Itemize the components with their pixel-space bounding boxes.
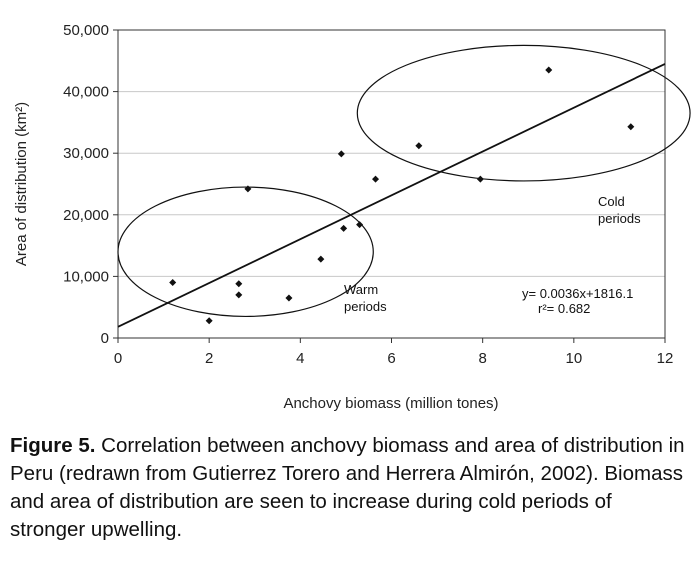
y-tick-label: 20,000: [63, 207, 109, 224]
scatter-chart: 0 10,000 20,000 30,000 40,000 50,000 0 2 4 6 8 10 1…: [13, 22, 691, 412]
figure-caption-text: Correlation between anchovy biomass and …: [10, 434, 685, 541]
data-point: [372, 175, 380, 183]
data-point: [545, 66, 553, 74]
figure-caption-label: Figure 5.: [10, 434, 96, 457]
group-ellipse: [117, 186, 374, 318]
data-point: [415, 142, 423, 150]
warm-label-line2: periods: [344, 299, 387, 314]
y-tick-label: 0: [101, 330, 109, 347]
y-tick-label: 40,000: [63, 84, 109, 101]
cold-label-line2: periods: [598, 211, 641, 226]
grid-lines: [118, 91, 665, 277]
data-point: [235, 280, 243, 288]
data-point: [627, 123, 635, 131]
cold-label-line1: Cold: [598, 194, 625, 209]
data-point: [337, 150, 345, 158]
data-point: [235, 291, 243, 299]
data-point: [169, 279, 177, 287]
warm-label-line1: Warm: [344, 282, 378, 297]
data-point: [244, 185, 252, 193]
group-ellipse: [356, 44, 691, 182]
data-points: [169, 66, 635, 325]
figure-caption: Figure 5. Correlation between anchovy bi…: [10, 432, 690, 544]
regression-equation: y= 0.0036x+1816.1: [522, 286, 633, 301]
x-axis-title: Anchovy biomass (million tones): [283, 395, 498, 412]
x-tick-label: 4: [296, 350, 304, 367]
x-tick-label: 0: [114, 350, 122, 367]
data-point: [317, 255, 325, 263]
x-tick-label: 8: [478, 350, 486, 367]
x-tick-label: 6: [387, 350, 395, 367]
x-tick-label: 10: [565, 350, 582, 367]
group-ellipses: [117, 44, 691, 318]
data-point: [340, 224, 348, 232]
x-tick-label: 2: [205, 350, 213, 367]
data-point: [285, 294, 293, 302]
trend-line: [117, 63, 666, 328]
y-axis-title: Area of distribution (km²): [13, 102, 30, 266]
r-squared-label: r²= 0.682: [538, 301, 590, 316]
y-tick-label: 50,000: [63, 22, 109, 39]
x-ticks: 0 2 4 6 8 10 12: [114, 338, 674, 367]
y-tick-label: 30,000: [63, 145, 109, 162]
x-tick-label: 12: [657, 350, 674, 367]
data-point: [205, 317, 213, 325]
data-point: [476, 175, 484, 183]
y-ticks: 0 10,000 20,000 30,000 40,000 50,000: [63, 22, 118, 347]
y-tick-label: 10,000: [63, 268, 109, 285]
data-point: [356, 221, 364, 229]
